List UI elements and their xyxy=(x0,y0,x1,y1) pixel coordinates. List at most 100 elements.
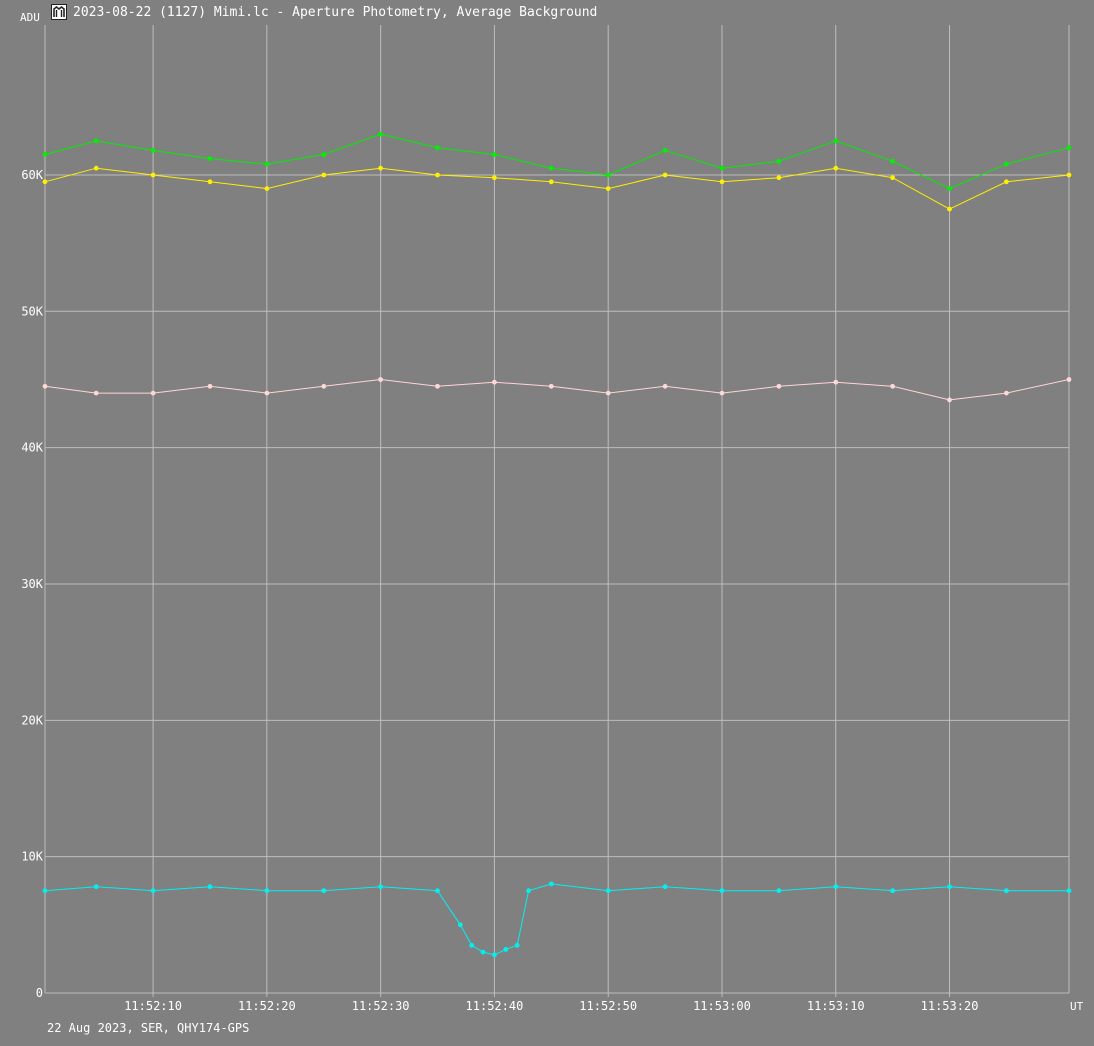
series-4-point xyxy=(93,884,99,890)
series-1-point xyxy=(548,165,554,171)
series-3-point xyxy=(264,390,270,396)
series-1-point xyxy=(321,152,327,157)
series-3-point xyxy=(207,383,213,389)
series-4-line xyxy=(44,883,1069,956)
series-1-point xyxy=(1066,145,1072,151)
series-1-point xyxy=(719,165,725,171)
series-1-point xyxy=(264,161,270,167)
series-2-point xyxy=(264,186,270,192)
series-2-point xyxy=(1004,179,1009,185)
series-3-point xyxy=(93,390,99,396)
series-1-point xyxy=(890,158,895,164)
series-3 xyxy=(42,377,1072,403)
y-tick-label: 40K xyxy=(21,441,43,455)
series-1-point xyxy=(776,158,782,164)
series-2-point xyxy=(890,175,895,181)
series-3-point xyxy=(605,390,611,396)
series-4-point xyxy=(947,884,952,890)
series-4-point xyxy=(1004,888,1009,894)
series-4-point xyxy=(150,888,156,894)
series-4-point xyxy=(719,888,725,894)
series-1-point xyxy=(492,152,497,157)
series-4-point xyxy=(890,888,895,894)
series-2-point xyxy=(435,172,440,178)
series-4-point xyxy=(435,888,440,894)
series-1-point xyxy=(150,148,156,153)
series-1-point xyxy=(833,138,839,144)
series-4-point xyxy=(514,942,520,948)
x-tick-label: 11:52:10 xyxy=(124,999,182,1013)
series-2 xyxy=(42,165,1072,212)
series-2-point xyxy=(150,172,156,178)
series-3-point xyxy=(1066,377,1072,382)
series-3-point xyxy=(833,379,839,385)
series-3-point xyxy=(947,397,952,403)
series-4-point xyxy=(503,947,509,952)
x-tick-label: 11:53:00 xyxy=(693,999,751,1013)
series-2-point xyxy=(605,186,611,192)
series-4-point xyxy=(776,888,782,894)
x-tick-label: 11:52:40 xyxy=(466,999,524,1013)
series-4-point xyxy=(42,888,48,894)
series-2-point xyxy=(378,165,383,171)
series-4-point xyxy=(605,888,611,894)
series-2-point xyxy=(548,179,554,185)
series-3-point xyxy=(719,390,725,396)
tick-label-layer: 0 10K 20K 30K 40K 50K 60K 11:52:10 11:52:20 11:52… xyxy=(20,11,1084,1013)
series-2-point xyxy=(719,179,725,185)
series-1-point xyxy=(605,172,611,178)
y-tick-label: 20K xyxy=(21,713,43,727)
series-4-point xyxy=(662,884,668,890)
x-tick-label: 11:52:50 xyxy=(579,999,637,1013)
y-tick-label: 30K xyxy=(21,577,43,591)
series-4-point xyxy=(548,881,554,887)
series-layer xyxy=(42,131,1072,958)
series-4-point xyxy=(321,888,327,894)
app-logo-icon xyxy=(51,4,67,20)
series-1-point xyxy=(1004,161,1009,167)
series-4-point xyxy=(457,922,463,928)
series-1-point xyxy=(378,131,383,137)
series-3-point xyxy=(321,383,327,389)
series-4-point xyxy=(469,942,475,948)
series-4 xyxy=(42,881,1072,958)
x-axis-label: UT xyxy=(1070,1000,1084,1013)
series-3-line xyxy=(44,378,1070,401)
series-2-point xyxy=(321,172,327,178)
series-2-point xyxy=(93,165,99,171)
series-4-point xyxy=(264,888,270,894)
series-3-point xyxy=(150,390,156,396)
x-tick-label: 11:53:10 xyxy=(807,999,865,1013)
series-3-point xyxy=(662,383,668,389)
series-2-point xyxy=(492,175,497,181)
series-4-point xyxy=(1066,888,1072,894)
series-1-point xyxy=(947,186,952,192)
series-3-point xyxy=(378,377,383,382)
series-4-point xyxy=(207,884,213,890)
series-1-point xyxy=(207,156,213,162)
series-3-point xyxy=(435,383,440,389)
series-3-point xyxy=(548,383,554,389)
series-4-point xyxy=(480,949,486,955)
series-4-point xyxy=(833,884,839,890)
series-4-point xyxy=(378,884,383,890)
y-tick-label: 0 xyxy=(36,986,43,1000)
series-1-point xyxy=(435,145,440,151)
series-2-point xyxy=(662,172,668,178)
y-axis-label: ADU xyxy=(20,11,40,24)
series-2-point xyxy=(776,175,782,181)
y-tick-label: 50K xyxy=(21,304,43,318)
series-3-point xyxy=(1004,390,1009,396)
x-tick-label: 11:53:20 xyxy=(921,999,979,1013)
series-2-line xyxy=(44,167,1070,210)
series-3-point xyxy=(890,383,895,389)
series-1 xyxy=(42,131,1072,192)
series-4-point xyxy=(492,952,497,958)
series-2-point xyxy=(1066,172,1072,178)
series-2-point xyxy=(833,165,839,171)
x-tick-label: 11:52:20 xyxy=(238,999,296,1013)
series-2-point xyxy=(207,179,213,185)
series-3-point xyxy=(42,383,48,389)
y-tick-label: 60K xyxy=(21,168,43,182)
